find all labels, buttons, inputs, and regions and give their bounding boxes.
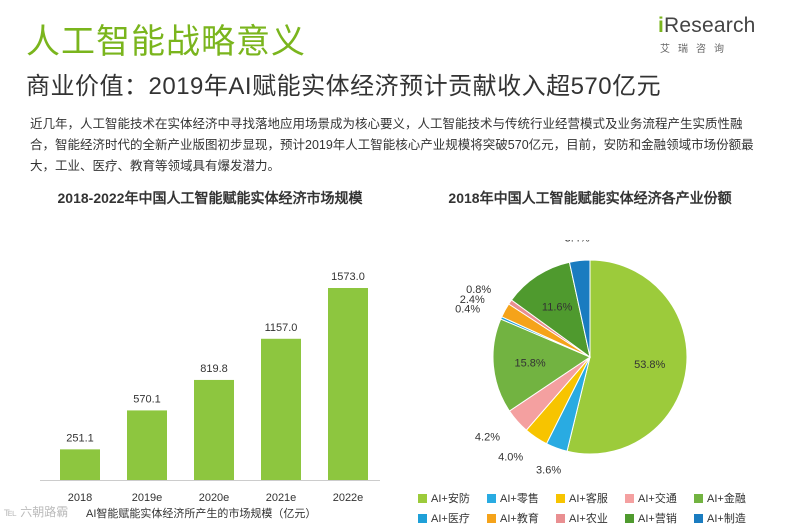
legend-item: AI+农业 <box>556 510 625 526</box>
legend-swatch <box>694 513 703 523</box>
x-tick-label: 2021e <box>266 492 297 504</box>
legend-label: AI+金融 <box>707 493 746 505</box>
x-tick-label: 2020e <box>199 492 230 504</box>
legend-swatch <box>487 513 496 523</box>
legend-item: AI+交通 <box>625 490 694 506</box>
legend-swatch <box>625 493 634 503</box>
legend-swatch <box>418 513 427 523</box>
legend-swatch <box>556 513 565 523</box>
legend-item: AI+医疗 <box>418 510 487 526</box>
pie-slice-AI+金融 <box>492 318 592 412</box>
pie-data-label: 11.6% <box>542 302 573 314</box>
bar-value-label: 570.1 <box>133 393 161 405</box>
bar-value-label: 819.8 <box>200 363 228 375</box>
pie-slice-AI+营销 <box>510 261 591 359</box>
bar-value-label: 1573.0 <box>331 271 365 283</box>
bar-chart-title: 2018-2022年中国人工智能赋能实体经济市场规模 <box>57 190 363 206</box>
legend-label: AI+农业 <box>569 513 608 525</box>
legend-row: AI+医疗 AI+教育 AI+农业 AI+营销 AI+制造 <box>418 508 788 528</box>
legend-item: AI+营销 <box>625 510 694 526</box>
logo-subtitle: 艾瑞咨询 <box>660 44 732 55</box>
pie-data-label: 15.8% <box>514 358 545 370</box>
legend-swatch <box>625 513 634 523</box>
x-tick-label: 2022e <box>333 492 364 504</box>
legend-swatch <box>694 493 703 503</box>
pie-data-label: 4.0% <box>498 452 523 464</box>
x-tick-label: 2019e <box>132 492 163 504</box>
legend-label: AI+营销 <box>638 513 677 525</box>
legend-label: AI+教育 <box>500 513 539 525</box>
legend-item: AI+教育 <box>487 510 556 526</box>
legend-swatch <box>418 493 427 503</box>
pie-legend: AI+安防 AI+零售 AI+客服 AI+交通 AI+金融 AI+医疗 AI+教育 AI+农业… <box>418 488 788 528</box>
pie-chart: 53.8% 3.6% 4.0% 4.2% 15.8% 0.4%2.4%0.8% 11.6% 3… <box>455 240 688 477</box>
legend-label: AI+交通 <box>638 493 677 505</box>
page-subtitle: 商业价值：2019年AI赋能实体经济预计贡献收入超570亿元 <box>26 73 662 100</box>
pie-data-label: 3.4% <box>565 240 590 245</box>
pie-data-label: 0.4% <box>455 304 480 316</box>
pie-chart-title: 2018年中国人工智能赋能实体经济各产业份额 <box>448 190 732 206</box>
pie-data-label: 3.6% <box>536 465 561 477</box>
bar-chart: 251.1 2018 570.1 2019e 819.8 2020e 1157.0 2021e… <box>40 271 380 504</box>
bar-2020e <box>194 379 234 480</box>
pie-data-label: 4.2% <box>475 431 500 443</box>
pie-data-label: 0.8% <box>466 284 491 296</box>
legend-item: AI+安防 <box>418 490 487 506</box>
logo-wordmark: iResearch <box>658 14 756 37</box>
bar-2022e <box>328 288 368 480</box>
watermark: ℡ 六朝路霸 <box>4 505 69 519</box>
intro-paragraph: 近几年，人工智能技术在实体经济中寻找落地应用场景成为核心要义，人工智能技术与传统… <box>30 117 754 173</box>
bar-2021e <box>261 338 301 480</box>
legend-label: AI+安防 <box>431 493 470 505</box>
legend-label: AI+制造 <box>707 513 746 525</box>
bar-value-label: 251.1 <box>66 432 94 444</box>
bar-value-label: 1157.0 <box>265 322 298 334</box>
legend-item: AI+制造 <box>694 510 763 526</box>
pie-data-label: 53.8% <box>634 359 665 371</box>
page-title: 人工智能战略意义 <box>26 23 306 61</box>
bar-2018 <box>60 449 100 480</box>
legend-item: AI+零售 <box>487 490 556 506</box>
legend-label: AI+客服 <box>569 493 608 505</box>
legend-swatch <box>487 493 496 503</box>
bar-2019e <box>127 410 167 480</box>
bar-chart-caption: AI智能赋能实体经济所产生的市场规模（亿元） <box>86 508 317 520</box>
legend-label: AI+医疗 <box>431 513 470 525</box>
x-tick-label: 2018 <box>68 492 92 504</box>
legend-item: AI+客服 <box>556 490 625 506</box>
iresearch-logo: iResearch 艾瑞咨询 <box>658 14 768 56</box>
pie-slice-AI+制造 <box>568 259 591 358</box>
legend-swatch <box>556 493 565 503</box>
legend-item: AI+金融 <box>694 490 763 506</box>
legend-row: AI+安防 AI+零售 AI+客服 AI+交通 AI+金融 <box>418 488 788 508</box>
pie-data-label: 2.4% <box>460 294 485 306</box>
pie-slice-AI+安防 <box>566 259 688 455</box>
legend-label: AI+零售 <box>500 493 539 505</box>
